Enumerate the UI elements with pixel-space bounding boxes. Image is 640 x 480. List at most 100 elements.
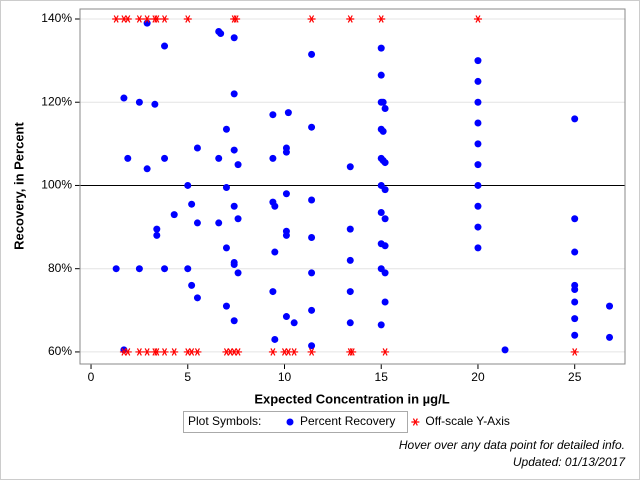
point — [160, 15, 169, 23]
point — [474, 202, 482, 210]
x-tick-label: 20 — [471, 370, 485, 384]
point — [348, 348, 357, 356]
point — [161, 42, 169, 50]
point — [269, 154, 277, 162]
legend-title: Plot Symbols: — [188, 414, 261, 428]
point — [308, 342, 316, 350]
point — [143, 165, 151, 173]
point — [217, 30, 225, 38]
point — [193, 294, 201, 302]
point — [184, 265, 192, 273]
point — [307, 348, 316, 356]
point — [143, 348, 152, 356]
point — [377, 15, 386, 23]
point — [271, 202, 279, 210]
point — [230, 261, 238, 269]
point — [570, 348, 579, 356]
point — [346, 319, 354, 327]
point — [282, 313, 290, 321]
point — [308, 196, 316, 204]
point — [230, 146, 238, 154]
point — [379, 98, 387, 106]
point — [161, 154, 169, 162]
point — [571, 286, 579, 294]
point — [474, 57, 482, 65]
point — [161, 265, 169, 273]
point — [222, 125, 230, 133]
point — [474, 161, 482, 169]
point — [282, 190, 290, 198]
point — [234, 161, 242, 169]
point — [123, 15, 132, 23]
point — [381, 186, 389, 194]
point — [474, 223, 482, 231]
point — [230, 90, 238, 98]
point — [381, 104, 389, 112]
point — [606, 302, 614, 310]
point — [135, 348, 144, 356]
point — [474, 244, 482, 252]
point — [153, 225, 161, 233]
point — [230, 202, 238, 210]
point — [308, 269, 316, 277]
point — [381, 298, 389, 306]
point — [474, 119, 482, 127]
point — [377, 321, 385, 329]
point — [234, 215, 242, 223]
point — [152, 348, 161, 356]
point — [222, 184, 230, 192]
legend-marker — [411, 418, 420, 426]
point — [215, 219, 223, 227]
point — [346, 15, 355, 23]
point — [381, 348, 390, 356]
legend-label: Percent Recovery — [300, 414, 395, 428]
point — [271, 248, 279, 256]
point — [123, 348, 132, 356]
point — [135, 98, 143, 106]
point — [170, 211, 178, 219]
point — [381, 215, 389, 223]
point — [282, 148, 290, 156]
point — [377, 209, 385, 217]
point — [269, 288, 277, 296]
point — [474, 181, 482, 189]
point — [308, 50, 316, 58]
point — [307, 15, 316, 23]
point — [215, 154, 223, 162]
footnote: Hover over any data point for detailed i… — [399, 438, 625, 452]
point — [308, 233, 316, 241]
point — [120, 94, 128, 102]
point — [571, 215, 579, 223]
point — [269, 111, 277, 119]
y-axis-label: Recovery, in Percent — [11, 122, 26, 250]
point — [308, 306, 316, 314]
y-tick-label: 140% — [41, 11, 72, 25]
y-tick-label: 80% — [48, 261, 72, 275]
point — [381, 269, 389, 277]
point — [381, 242, 389, 250]
point — [222, 244, 230, 252]
point — [501, 346, 509, 354]
point — [135, 265, 143, 273]
point — [377, 71, 385, 79]
legend-marker — [286, 418, 294, 426]
point — [346, 163, 354, 171]
point — [346, 225, 354, 233]
point — [474, 98, 482, 106]
point — [124, 154, 132, 162]
point — [112, 265, 120, 273]
point — [284, 109, 292, 117]
point — [606, 333, 614, 341]
point — [230, 34, 238, 42]
point — [234, 269, 242, 277]
x-tick-label: 15 — [375, 370, 389, 384]
point — [143, 19, 151, 27]
legend-box — [183, 411, 408, 433]
x-tick-label: 5 — [184, 370, 191, 384]
plot-frame — [79, 8, 626, 365]
point — [160, 348, 169, 356]
point — [377, 44, 385, 52]
